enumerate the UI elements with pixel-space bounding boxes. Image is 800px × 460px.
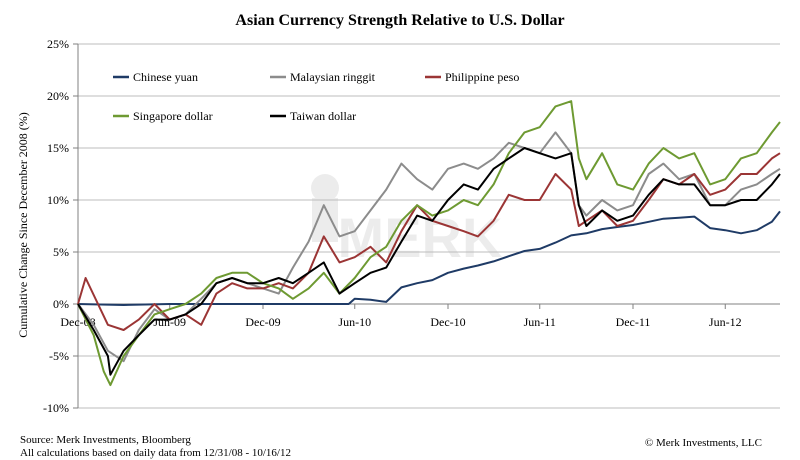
y-axis: -10% -5% 0% 5% 10% 15% 20% 25% — [43, 37, 78, 415]
y-tick-label: 0% — [53, 297, 69, 311]
watermark-text: MERK — [338, 206, 503, 269]
x-axis: Dec-08 Jun-09 Dec-09 Jun-10 Dec-10 Jun-11 Dec-… — [60, 304, 742, 329]
chart-title: Asian Currency Strength Relative to U.S.… — [235, 12, 564, 29]
legend-label-singapore-dollar: Singapore dollar — [133, 109, 213, 123]
x-tick-label: Jun-11 — [524, 315, 556, 329]
series-line-chinese-yuan — [77, 210, 781, 306]
legend-label-taiwan-dollar: Taiwan dollar — [290, 109, 356, 123]
legend-label-chinese-yuan: Chinese yuan — [133, 70, 198, 84]
y-tick-label: -5% — [49, 349, 69, 363]
footer-source: Source: Merk Investments, Bloomberg All … — [20, 434, 291, 460]
y-tick-label: 25% — [47, 37, 69, 51]
x-tick-label: Dec-11 — [616, 315, 651, 329]
y-tick-label: 15% — [47, 141, 69, 155]
legend-label-philippine-peso: Philippine peso — [445, 70, 519, 84]
series-line-singapore-dollar — [77, 100, 781, 387]
y-tick-label: -10% — [43, 401, 69, 415]
source-note: Source: Merk Investments, Bloomberg — [20, 434, 191, 446]
legend: Chinese yuan Malaysian ringgit Philippine … — [113, 70, 519, 123]
y-axis-label: Cumulative Change Since December 2008 (%… — [16, 112, 30, 338]
x-tick-label: Dec-09 — [245, 315, 280, 329]
calculation-note: All calculations based on daily data fro… — [20, 447, 291, 459]
x-tick-label: Jun-10 — [338, 315, 371, 329]
series-line-malaysian-ringgit — [77, 131, 781, 363]
y-tick-label: 20% — [47, 89, 69, 103]
series-line-taiwan-dollar — [77, 147, 781, 376]
x-tick-label: Dec-10 — [430, 315, 465, 329]
x-tick-label: Jun-09 — [153, 315, 186, 329]
series-lines — [77, 100, 781, 387]
y-tick-label: 10% — [47, 193, 69, 207]
x-tick-label: Jun-12 — [709, 315, 742, 329]
legend-label-malaysian-ringgit: Malaysian ringgit — [290, 70, 376, 84]
y-tick-label: 5% — [53, 245, 69, 259]
copyright: © Merk Investments, LLC — [644, 437, 762, 449]
